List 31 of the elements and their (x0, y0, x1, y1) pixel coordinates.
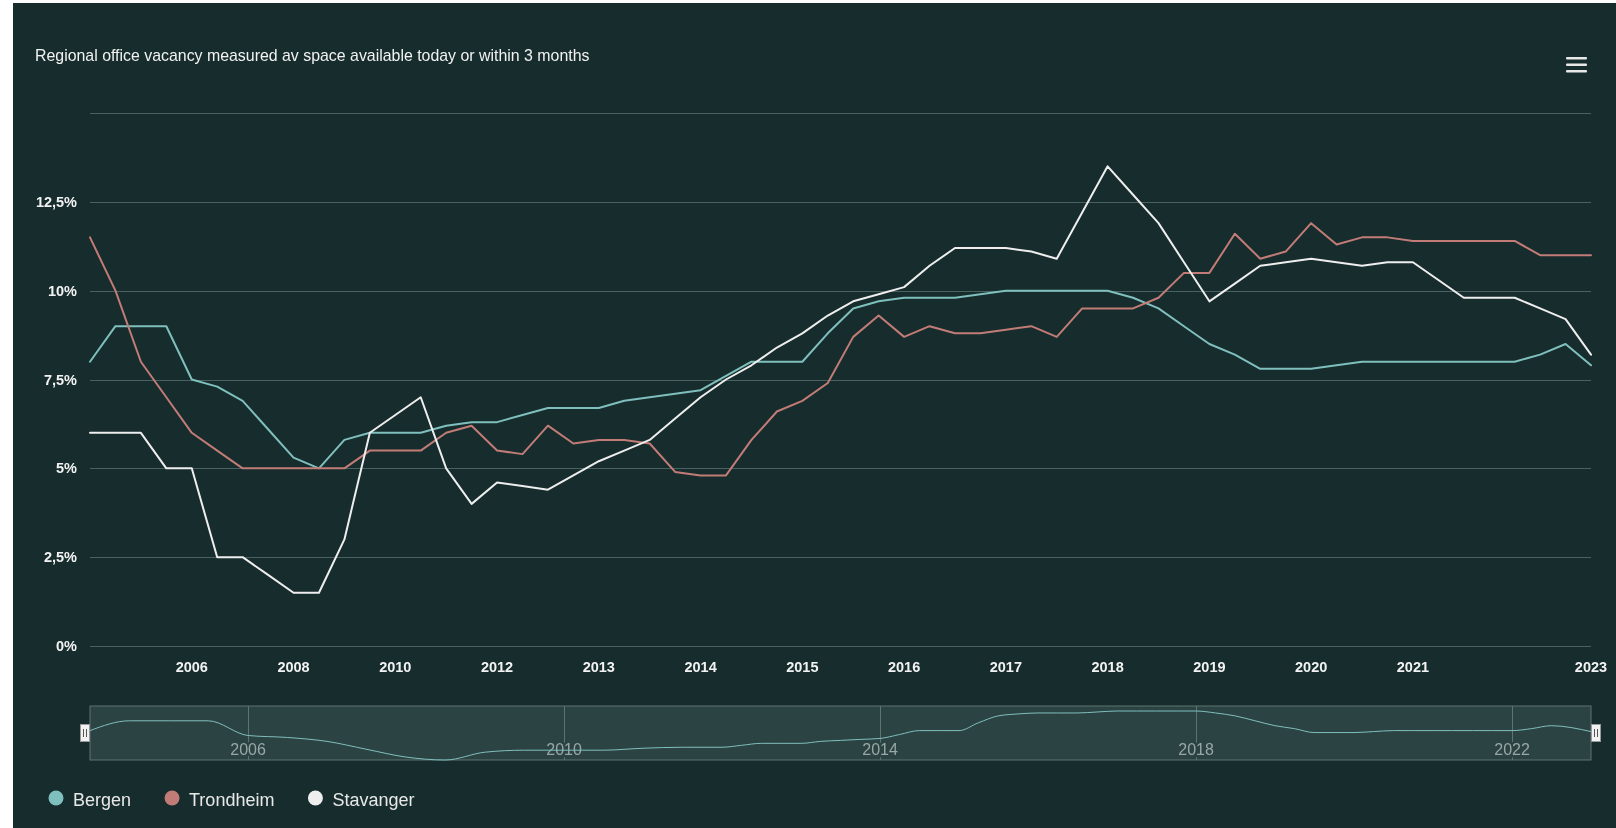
x-tick-label: 2013 (582, 659, 615, 675)
x-tick-label: 2008 (277, 659, 310, 675)
x-tick-label: 2010 (379, 659, 412, 675)
y-tick-label: 7,5% (43, 371, 78, 388)
y-tick-label: 2,5% (43, 549, 78, 566)
x-tick-label: 2018 (1091, 659, 1124, 675)
x-tick-label: 2022 (1494, 741, 1530, 758)
line-series (89, 165, 1592, 594)
x-tick-label: 2006 (230, 741, 266, 758)
line-series (89, 289, 1592, 470)
x-tick-label: 2006 (175, 659, 208, 675)
y-tick-label: 12,5% (35, 193, 78, 210)
x-tick-label: 2020 (1295, 659, 1328, 675)
x-tick-label: 2021 (1396, 659, 1430, 675)
x-tick-label: 2015 (786, 659, 819, 675)
line-series (89, 222, 1592, 477)
x-tick-label: 2012 (480, 659, 514, 675)
x-tick-label: 2017 (989, 659, 1022, 675)
x-tick-label: 2019 (1193, 659, 1226, 675)
legend-label: Stavanger (332, 790, 415, 811)
x-tick-label: 2014 (684, 659, 717, 675)
chart-title: Regional office vacancy measured av space available today or within 3 months (35, 47, 590, 64)
y-tick-label: 10% (47, 282, 78, 299)
x-tick-label: 2016 (887, 659, 921, 675)
legend-label: Bergen (73, 790, 132, 811)
legend-label: Trondheim (189, 790, 275, 811)
y-tick-label: 5% (56, 460, 78, 477)
x-tick-label: 2014 (862, 741, 898, 758)
y-tick-label: 0% (56, 638, 78, 655)
x-tick-label: 2018 (1178, 741, 1214, 758)
x-tick-label: 2023 (1574, 659, 1608, 675)
